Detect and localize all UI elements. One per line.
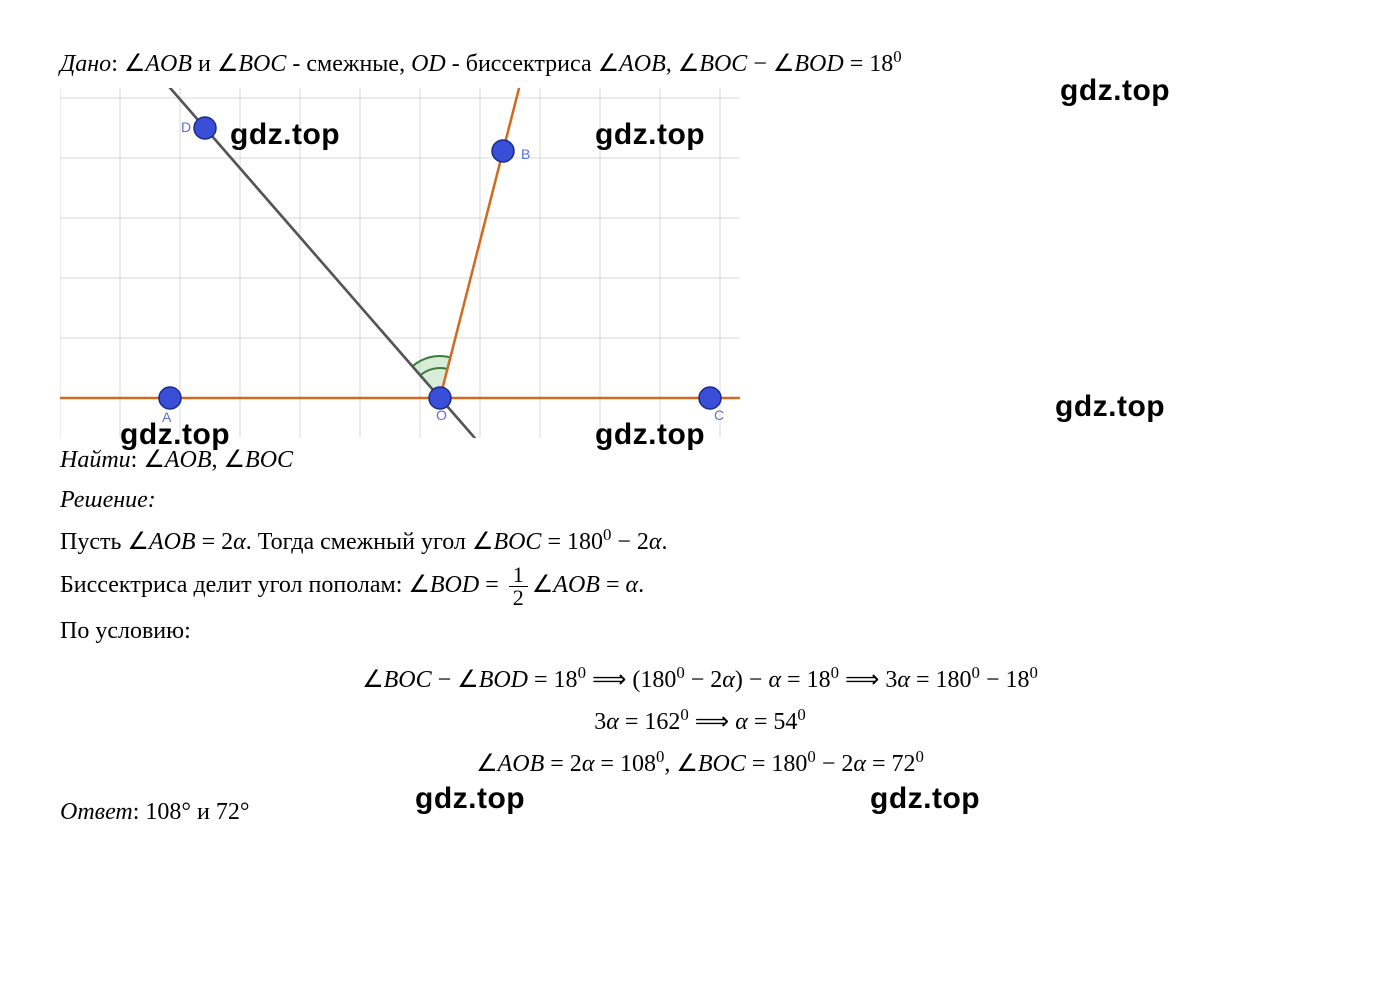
diagram: A O C B D xyxy=(60,88,740,438)
svg-text:A: A xyxy=(162,409,172,425)
answer-label: Ответ xyxy=(60,799,133,825)
fraction-half: 12 xyxy=(509,564,528,609)
step-3: По условию: xyxy=(60,613,1340,649)
given-label: Дано xyxy=(60,51,111,77)
svg-text:D: D xyxy=(181,119,191,135)
given-line: Дано: ∠AOB и ∠BOC - смежные, OD - биссек… xyxy=(60,44,1340,82)
equation-3: ∠AOB = 2α = 1080, ∠BOC = 1800 − 2α = 720 xyxy=(60,743,1340,785)
geometry-svg: A O C B D xyxy=(60,88,740,438)
find-label: Найти xyxy=(60,447,131,473)
equation-2: 3α = 1620 ⟹ α = 540 xyxy=(60,701,1340,743)
equation-1: ∠BOC − ∠BOD = 180 ⟹ (1800 − 2α) − α = 18… xyxy=(60,659,1340,701)
equation-block: ∠BOC − ∠BOD = 180 ⟹ (1800 − 2α) − α = 18… xyxy=(60,659,1340,784)
svg-text:O: O xyxy=(436,407,447,423)
step-2: Биссектриса делит угол пополам: ∠BOD = 1… xyxy=(60,564,1340,609)
step-1: Пусть ∠AOB = 2α. Тогда смежный угол ∠BOC… xyxy=(60,522,1340,560)
answer-line: Ответ: 108° и 72° xyxy=(60,794,1340,830)
svg-text:B: B xyxy=(521,146,530,162)
find-line: Найти: ∠AOB, ∠BOC xyxy=(60,442,1340,478)
solution-label: Решение: xyxy=(60,482,1340,518)
document-body: Дано: ∠AOB и ∠BOC - смежные, OD - биссек… xyxy=(0,0,1400,854)
svg-text:C: C xyxy=(714,407,724,423)
